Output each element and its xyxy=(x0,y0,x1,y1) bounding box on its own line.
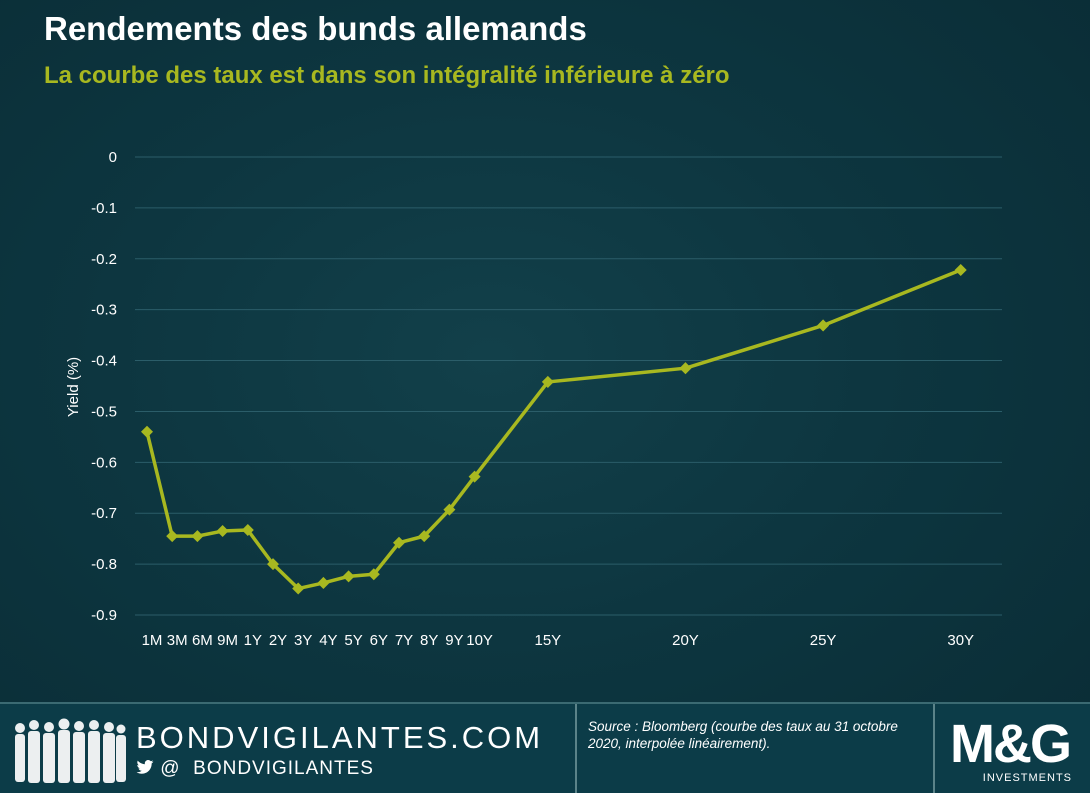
footer-divider xyxy=(575,704,577,793)
x-tick-label: 7Y xyxy=(395,632,413,649)
series-line xyxy=(145,268,962,591)
y-tick-label: 0 xyxy=(109,149,117,166)
social-handle[interactable]: @ BONDVIGILANTES xyxy=(136,758,374,780)
y-tick-label: -0.4 xyxy=(91,353,117,370)
x-tick-label: 30Y xyxy=(947,632,974,649)
y-tick-label: -0.3 xyxy=(91,302,117,319)
people-silhouettes-icon xyxy=(15,718,126,783)
data-point xyxy=(679,362,692,375)
x-tick-label: 25Y xyxy=(810,632,837,649)
data-point xyxy=(541,375,554,388)
data-point xyxy=(392,536,406,549)
data-point xyxy=(191,530,204,543)
x-tick-label: 6M xyxy=(192,632,213,649)
logo-subtext: INVESTMENTS xyxy=(982,772,1072,784)
data-point xyxy=(367,568,380,581)
data-point xyxy=(418,530,431,543)
twitter-icon xyxy=(136,760,154,774)
y-tick-label: -0.7 xyxy=(91,505,117,522)
y-axis-label: Yield (%) xyxy=(65,357,82,417)
y-tick-label: -0.2 xyxy=(91,251,117,268)
y-tick-label: -0.8 xyxy=(91,556,117,573)
x-tick-label: 1M xyxy=(142,632,163,649)
x-tick-label: 8Y xyxy=(420,632,438,649)
data-point xyxy=(954,263,967,276)
yield-curve-chart: 0 -0.1 -0.2 -0.3 -0.4 -0.5 -0.6 -0.7 -0.8 -0.9 1M… xyxy=(65,149,1002,649)
footer-bar: BONDVIGILANTES.COM @ BONDVIGILANTES Sour… xyxy=(0,702,1090,793)
x-tick-label: 2Y xyxy=(269,632,287,649)
page-subtitle: La courbe des taux est dans son intégral… xyxy=(44,62,730,89)
y-tick-label: -0.5 xyxy=(91,403,117,420)
x-tick-label: 4Y xyxy=(319,632,337,649)
x-tick-label: 20Y xyxy=(672,632,699,649)
x-tick-label: 15Y xyxy=(535,632,562,649)
data-point xyxy=(342,570,355,583)
data-point xyxy=(266,558,280,571)
data-point xyxy=(817,319,830,332)
data-point xyxy=(216,525,229,538)
source-note: Source : Bloomberg (courbe des taux au 3… xyxy=(588,719,898,751)
x-tick-label: 1Y xyxy=(244,632,262,649)
y-tick-label: -0.1 xyxy=(91,200,117,217)
x-tick-label: 3M xyxy=(167,632,188,649)
at-icon: @ xyxy=(160,758,181,779)
brand-url[interactable]: BONDVIGILANTES.COM xyxy=(136,720,544,755)
data-point xyxy=(140,425,154,438)
y-tick-label: -0.9 xyxy=(91,607,117,624)
x-tick-label: 3Y xyxy=(294,632,312,649)
x-tick-label: 6Y xyxy=(370,632,388,649)
data-point xyxy=(317,576,330,589)
x-tick-label: 10Y xyxy=(466,632,493,649)
data-point xyxy=(241,524,254,537)
data-point xyxy=(292,582,305,595)
data-point xyxy=(166,530,179,543)
x-tick-label: 9Y xyxy=(445,632,463,649)
handle-text: BONDVIGILANTES xyxy=(193,758,374,779)
x-tick-label: 9M xyxy=(217,632,238,649)
page-title: Rendements des bunds allemands xyxy=(44,10,587,47)
footer-divider xyxy=(933,704,935,793)
logo-text: M&G xyxy=(950,714,1072,774)
y-tick-label: -0.6 xyxy=(91,454,117,471)
x-tick-label: 5Y xyxy=(344,632,362,649)
mg-logo: M&G INVESTMENTS xyxy=(950,716,1080,790)
